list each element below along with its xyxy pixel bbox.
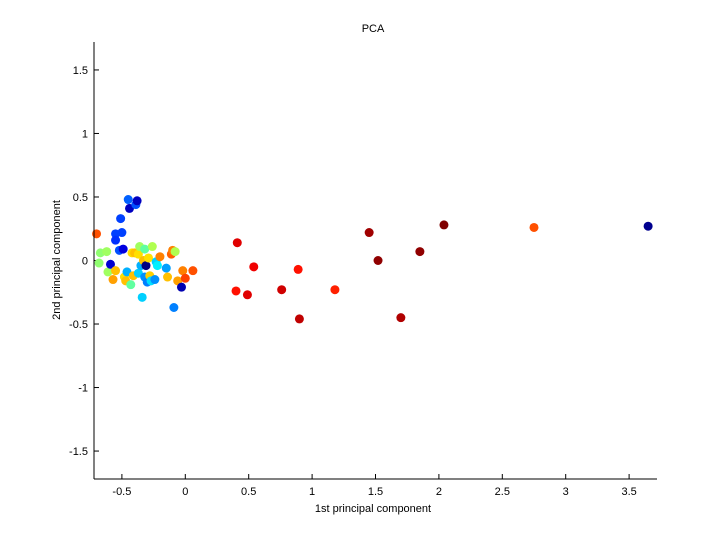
data-point — [242, 290, 252, 300]
data-point — [102, 247, 112, 257]
data-point — [137, 292, 147, 302]
y-tick-label: 0.5 — [73, 192, 88, 204]
data-point — [232, 238, 242, 248]
data-point — [147, 242, 157, 252]
data-point — [330, 285, 340, 295]
y-tick-label: -1.5 — [69, 446, 88, 458]
x-tick-label: 0 — [182, 486, 188, 498]
axis-ticks: -0.5 0 0.5 1 1.5 2 2.5 3 3.5 -1.5 -1 -0.5 0 0.5 1 1.5 — [69, 65, 637, 498]
x-tick-label: 2 — [436, 486, 442, 498]
data-point — [116, 214, 126, 224]
x-axis-label: 1st principal component — [315, 503, 431, 515]
y-axis-label: 2nd principal component — [51, 200, 63, 320]
data-point — [111, 235, 121, 245]
data-point — [126, 280, 136, 290]
data-point — [643, 221, 653, 231]
chart-title: PCA — [362, 23, 385, 35]
data-point — [108, 275, 118, 285]
data-point — [105, 259, 115, 269]
y-tick-label: -1 — [78, 383, 88, 395]
data-point — [118, 244, 128, 254]
data-point — [140, 244, 150, 254]
data-point — [150, 275, 160, 285]
data-point — [132, 196, 142, 206]
data-point — [103, 267, 113, 277]
data-point — [373, 256, 383, 265]
data-point — [152, 261, 162, 271]
data-point — [117, 228, 127, 238]
data-points — [92, 195, 653, 324]
data-point — [169, 303, 179, 313]
x-tick-label: 1 — [309, 486, 315, 498]
data-point — [92, 229, 102, 239]
x-tick-label: 3 — [563, 486, 569, 498]
data-point — [94, 258, 104, 268]
data-point — [155, 252, 165, 262]
data-point — [170, 247, 180, 257]
data-point — [141, 261, 151, 271]
data-point — [123, 195, 133, 205]
data-point — [180, 273, 190, 283]
y-tick-label: 0 — [82, 256, 88, 268]
data-point — [133, 249, 143, 259]
x-tick-label: 0.5 — [241, 486, 256, 498]
x-tick-label: 1.5 — [368, 486, 383, 498]
data-point — [439, 220, 449, 230]
data-point — [277, 285, 287, 295]
data-point — [231, 286, 241, 296]
y-tick-label: 1.5 — [73, 65, 88, 77]
x-tick-label: 3.5 — [621, 486, 636, 498]
data-point — [529, 222, 539, 232]
data-point — [364, 228, 374, 238]
y-tick-label: 1 — [82, 128, 88, 140]
data-point — [176, 282, 186, 292]
data-point — [294, 314, 304, 324]
data-point — [161, 263, 171, 273]
data-point — [415, 247, 425, 257]
data-point — [293, 264, 303, 274]
x-tick-label: 2.5 — [495, 486, 510, 498]
data-point — [163, 272, 173, 282]
data-point — [249, 262, 259, 272]
data-point — [111, 266, 121, 276]
data-point — [188, 266, 198, 276]
x-tick-label: -0.5 — [112, 486, 131, 498]
y-tick-label: -0.5 — [69, 319, 88, 331]
data-point — [178, 266, 188, 276]
data-point — [396, 313, 406, 323]
data-point — [144, 253, 154, 263]
